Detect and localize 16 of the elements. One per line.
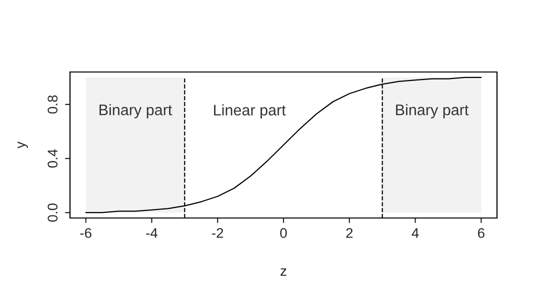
x-tick-label: -4 [146, 228, 158, 238]
annotation: Linear part [214, 104, 286, 119]
y-tick-label: 0.8 [48, 95, 58, 114]
x-tick-label: -2 [212, 228, 224, 238]
band-label: Binary part [100, 104, 172, 118]
line-series [85, 76, 482, 214]
x-tick-label: 0 [280, 228, 287, 238]
x-tick-label: 6 [478, 228, 484, 238]
x-tick-label: 4 [412, 228, 419, 238]
band-label: Binary part [396, 104, 469, 118]
y-tick-label: 0.4 [48, 149, 58, 168]
y-axis-title: y [18, 142, 28, 148]
x-tick-label: -6 [80, 228, 92, 238]
x-tick-label: 2 [346, 228, 353, 238]
y-tick-label: 0.0 [48, 203, 58, 222]
x-axis-title: z [280, 268, 286, 276]
